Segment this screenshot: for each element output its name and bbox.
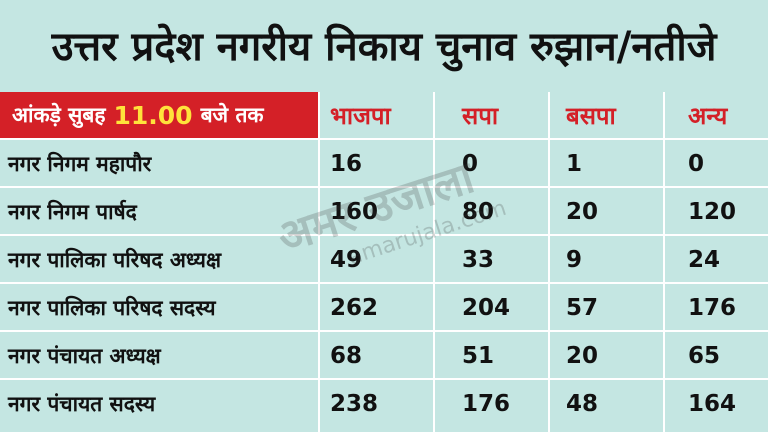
- table-row: नगर पालिका परिषद अध्यक्ष 49 33 9 24: [0, 237, 768, 283]
- cell-others: 176: [688, 295, 737, 321]
- cell-bjp: 238: [330, 391, 379, 417]
- column-header-others: अन्य: [688, 101, 728, 130]
- grid-divider: [318, 92, 320, 432]
- row-label: नगर पालिका परिषद सदस्य: [8, 296, 216, 320]
- cell-others: 24: [688, 247, 721, 273]
- cell-sp: 51: [462, 343, 495, 369]
- row-label: नगर निगम महापौर: [8, 152, 152, 176]
- grid-divider: [0, 330, 768, 332]
- cell-others: 120: [688, 199, 737, 225]
- cell-sp: 204: [462, 295, 511, 321]
- cell-bjp: 68: [330, 343, 363, 369]
- grid-divider: [0, 186, 768, 188]
- column-header-sp: सपा: [462, 101, 499, 130]
- table-row: नगर निगम महापौर 16 0 1 0: [0, 141, 768, 187]
- cell-sp: 80: [462, 199, 495, 225]
- cell-bsp: 57: [566, 295, 599, 321]
- column-header-bsp: बसपा: [566, 101, 616, 130]
- grid-divider: [548, 92, 550, 432]
- table-row: नगर निगम पार्षद 160 80 20 120: [0, 189, 768, 235]
- row-label: नगर निगम पार्षद: [8, 200, 137, 224]
- grid-divider: [0, 378, 768, 380]
- grid-divider: [663, 92, 665, 432]
- cell-sp: 0: [462, 151, 479, 177]
- row-label: नगर पंचायत सदस्य: [8, 392, 156, 416]
- cell-bjp: 16: [330, 151, 363, 177]
- timestamp-label: आंकड़े सुबह 11.00 बजे तक: [0, 92, 318, 138]
- page-title: उत्तर प्रदेश नगरीय निकाय चुनाव रुझान/नती…: [51, 23, 717, 70]
- cell-bsp: 20: [566, 199, 599, 225]
- table-row: नगर पंचायत अध्यक्ष 68 51 20 65: [0, 333, 768, 379]
- cell-bsp: 1: [566, 151, 583, 177]
- cell-others: 65: [688, 343, 721, 369]
- cell-bjp: 262: [330, 295, 379, 321]
- time-value: 11.00: [113, 100, 193, 130]
- grid-divider: [433, 92, 435, 432]
- cell-bsp: 20: [566, 343, 599, 369]
- grid-divider: [0, 138, 768, 140]
- date-suffix: बजे तक: [200, 103, 264, 127]
- cell-bsp: 48: [566, 391, 599, 417]
- table-row: नगर पालिका परिषद सदस्य 262 204 57 176: [0, 285, 768, 331]
- grid-divider: [0, 282, 768, 284]
- row-label: नगर पालिका परिषद अध्यक्ष: [8, 248, 222, 272]
- cell-sp: 176: [462, 391, 511, 417]
- grid-divider: [0, 234, 768, 236]
- cell-bjp: 160: [330, 199, 379, 225]
- row-label: नगर पंचायत अध्यक्ष: [8, 344, 161, 368]
- table-row: नगर पंचायत सदस्य 238 176 48 164: [0, 381, 768, 427]
- column-header-bjp: भाजपा: [330, 101, 391, 130]
- cell-others: 164: [688, 391, 737, 417]
- cell-bsp: 9: [566, 247, 583, 273]
- cell-bjp: 49: [330, 247, 363, 273]
- cell-sp: 33: [462, 247, 495, 273]
- date-prefix: आंकड़े सुबह: [12, 103, 106, 127]
- cell-others: 0: [688, 151, 705, 177]
